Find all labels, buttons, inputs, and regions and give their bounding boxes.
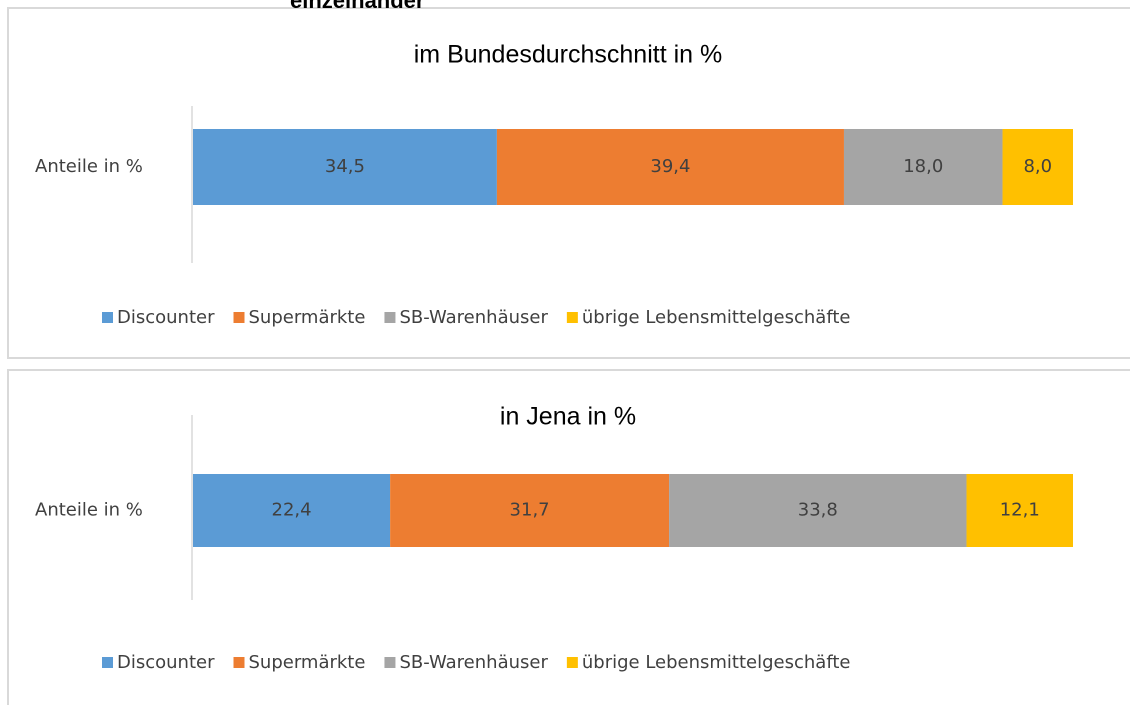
y-tick-label: Anteile in % [35,156,143,177]
data-label: 34,5 [325,156,365,177]
bar-segment [193,474,391,547]
legend-swatch [384,657,396,668]
chart-title: im Bundesdurchschnitt in % [414,41,722,69]
bar-segment [193,129,497,205]
legend-label: Discounter [117,307,215,328]
bar-segment [496,129,844,205]
legend-swatch [102,657,113,668]
data-label: 33,8 [798,500,838,521]
data-label: 39,4 [650,156,690,177]
bar-segment [843,129,1003,205]
data-label: 8,0 [1023,156,1052,177]
legend-swatch [566,312,578,323]
y-tick-label: Anteile in % [35,500,143,521]
legend-label: übrige Lebensmittelgeschäfte [582,307,851,328]
legend-swatch [566,657,578,668]
legend-label: Discounter [117,652,215,673]
legend-swatch [102,312,113,323]
bar-segment [669,474,967,547]
data-label: 12,1 [1000,500,1040,521]
bar-segment [1002,129,1073,205]
data-label: 22,4 [272,500,312,521]
legend-label: SB-Warenhäuser [399,652,548,673]
data-label: 31,7 [510,500,550,521]
bar-segment [390,474,670,547]
legend-label: SB-Warenhäuser [399,307,548,328]
legend-swatch [384,312,396,323]
legend-label: Supermärkte [249,652,366,673]
chart-title: in Jena in % [500,403,636,431]
legend-label: Supermärkte [249,307,366,328]
bar-segment [966,474,1073,547]
legend-swatch [233,657,245,668]
legend-label: übrige Lebensmittelgeschäfte [582,652,851,673]
legend-swatch [233,312,245,323]
data-label: 18,0 [903,156,943,177]
heading: einzelnander [290,0,425,13]
